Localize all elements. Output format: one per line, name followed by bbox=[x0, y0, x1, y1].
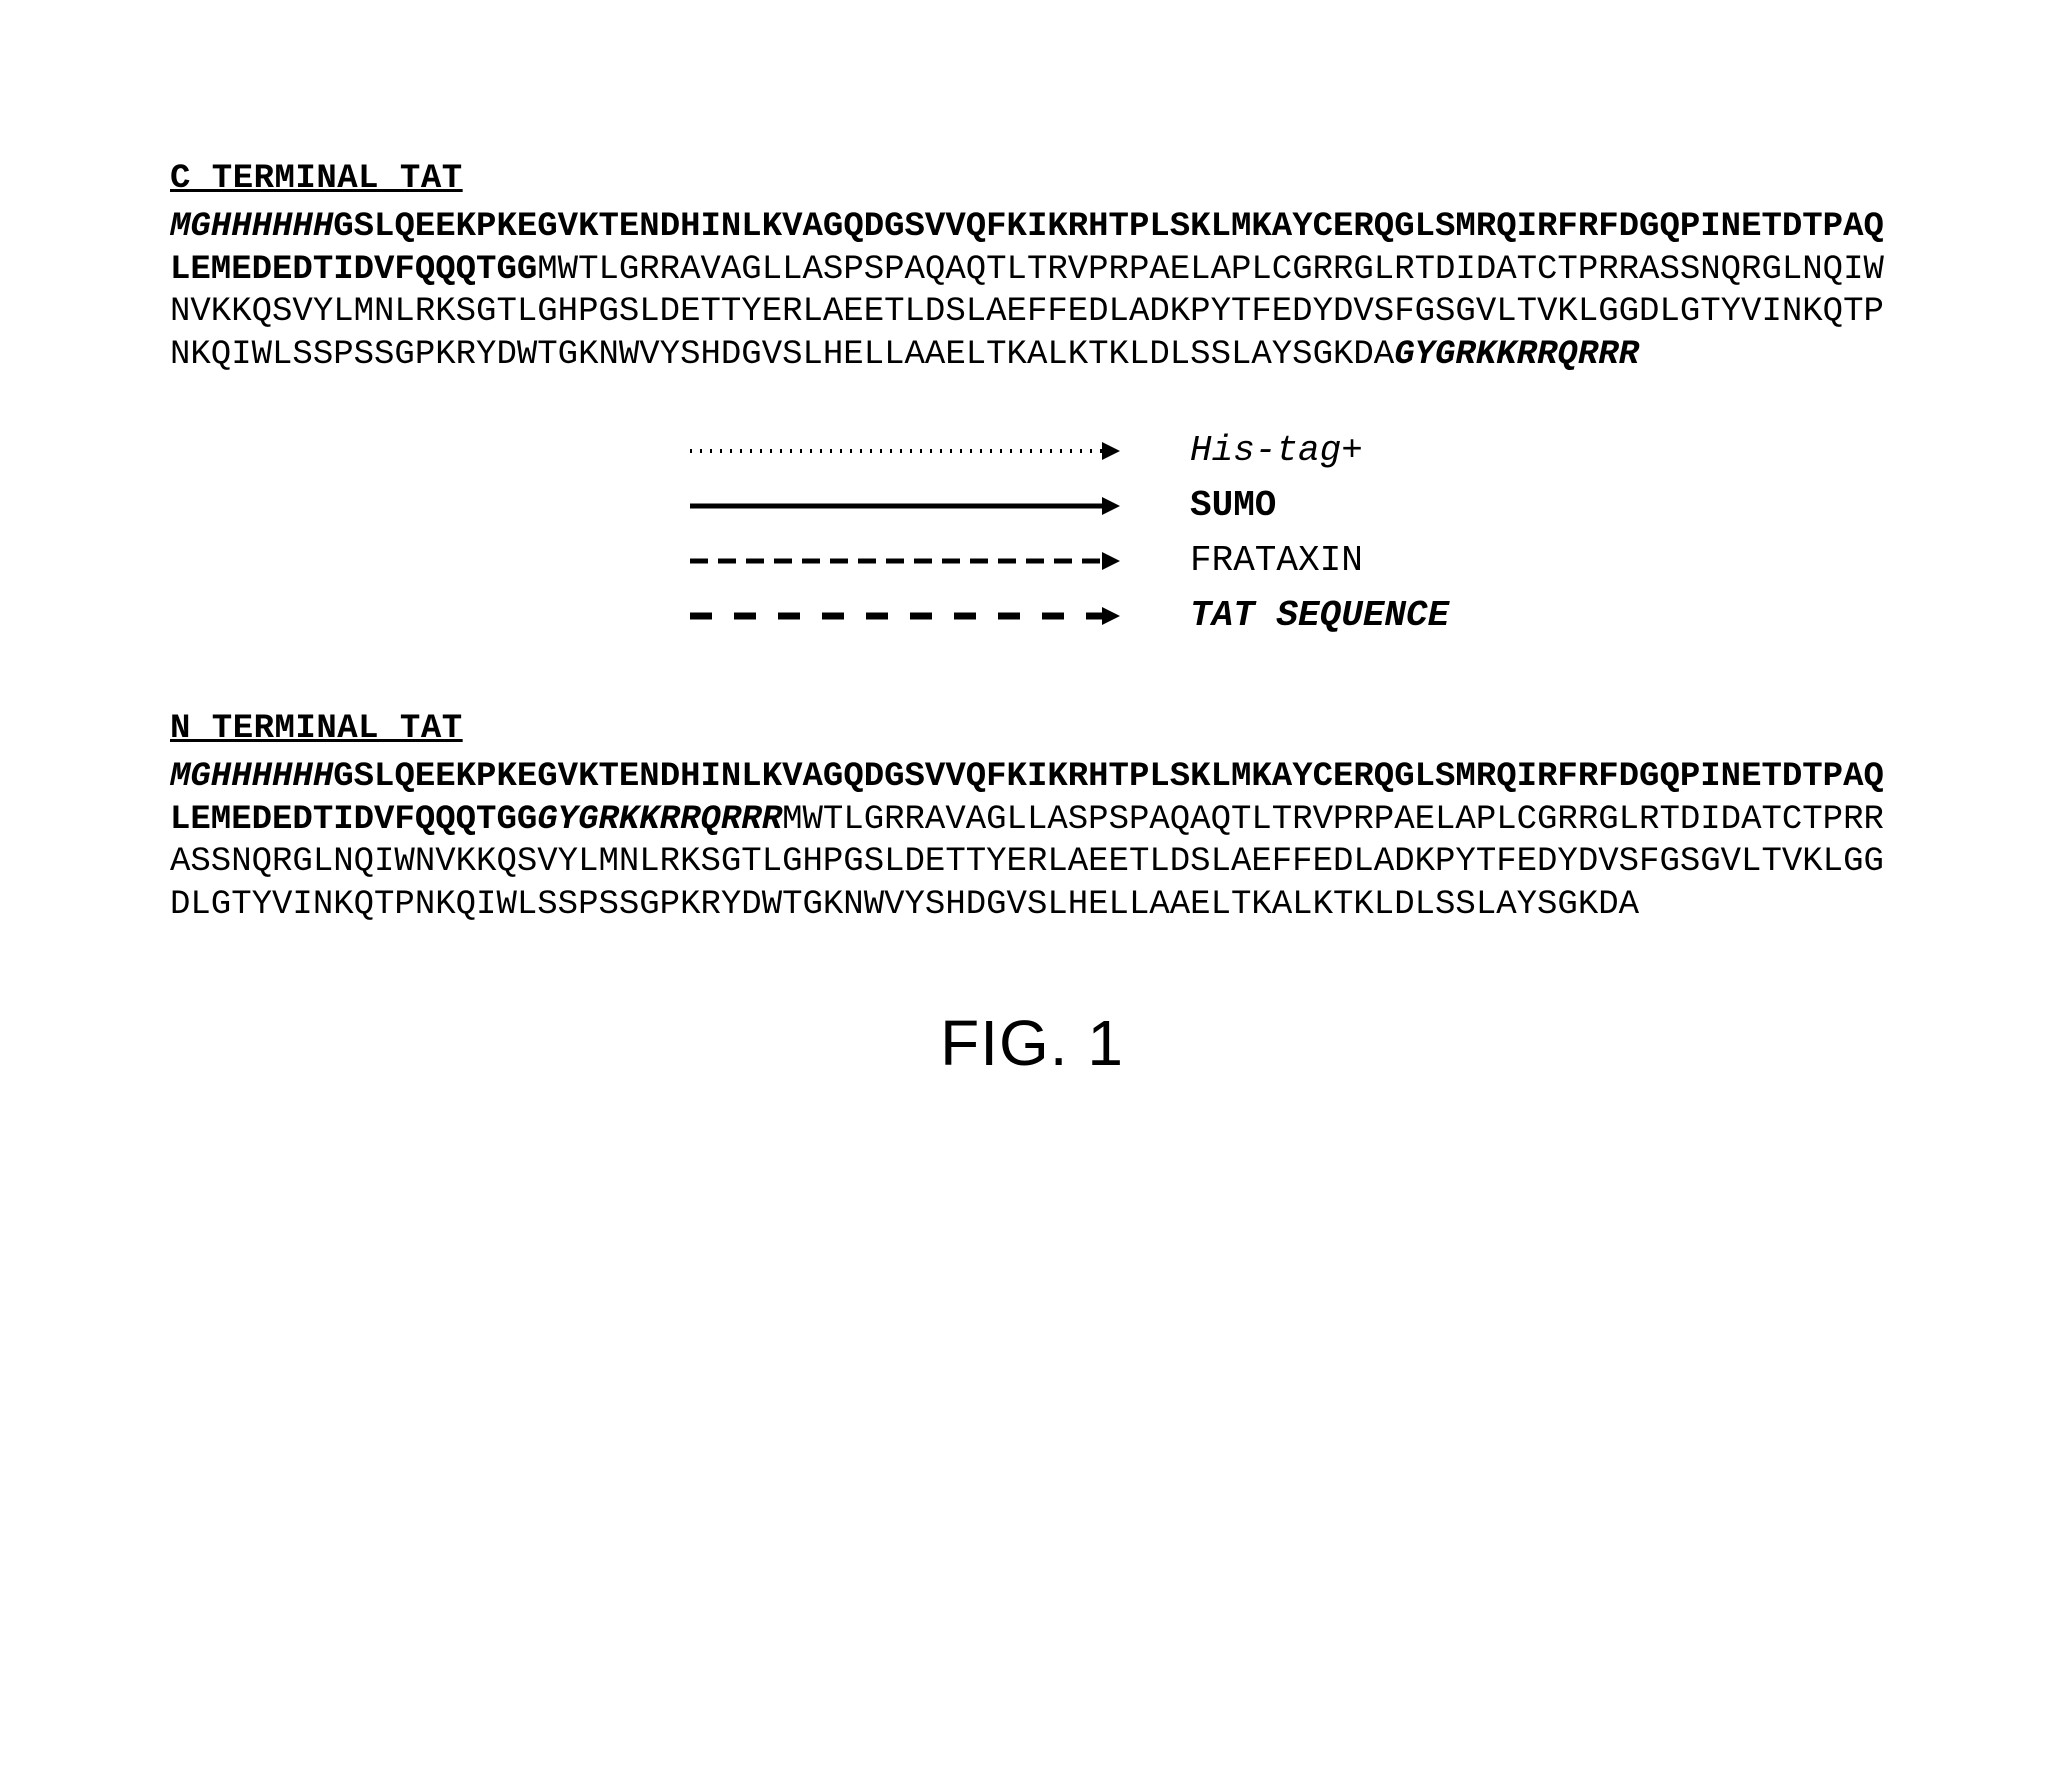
legend-arrow-tat bbox=[690, 595, 1130, 636]
sequence-segment-tat: GYGRKKRRQRRR bbox=[1394, 336, 1639, 374]
legend-row-tat: TAT SEQUENCE bbox=[690, 595, 1449, 636]
sequence-segment-his: MGHHHHHH bbox=[170, 208, 333, 246]
sequence-segment-his: MGHHHHHH bbox=[170, 758, 333, 796]
legend-arrow-his bbox=[690, 430, 1130, 471]
legend-arrow-sumo bbox=[690, 485, 1130, 526]
sequence-segment-tat: GYGRKKRRQRRR bbox=[537, 801, 782, 839]
legend-label-frataxin: FRATAXIN bbox=[1130, 540, 1449, 581]
legend-row-frataxin: FRATAXIN bbox=[690, 540, 1449, 581]
legend-label-his: His-tag+ bbox=[1130, 430, 1449, 471]
legend-row-his: His-tag+ bbox=[690, 430, 1449, 471]
figure-page: C TERMINAL TAT MGHHHHHHGSLQEEKPKEGVKTEND… bbox=[0, 0, 2064, 1080]
c-terminal-sequence: MGHHHHHHGSLQEEKPKEGVKTENDHINLKVAGQDGSVVQ… bbox=[170, 206, 1894, 376]
legend-label-tat: TAT SEQUENCE bbox=[1130, 595, 1449, 636]
figure-caption: FIG. 1 bbox=[170, 1006, 1894, 1080]
legend: His-tag+ SUMO FRATAXIN TAT SEQUENCE bbox=[690, 416, 1449, 650]
c-terminal-title: C TERMINAL TAT bbox=[170, 160, 1894, 198]
legend-arrow-frataxin bbox=[690, 540, 1130, 581]
n-terminal-title: N TERMINAL TAT bbox=[170, 710, 1894, 748]
legend-label-sumo: SUMO bbox=[1130, 485, 1449, 526]
legend-row-sumo: SUMO bbox=[690, 485, 1449, 526]
n-terminal-sequence: MGHHHHHHGSLQEEKPKEGVKTENDHINLKVAGQDGSVVQ… bbox=[170, 756, 1894, 926]
